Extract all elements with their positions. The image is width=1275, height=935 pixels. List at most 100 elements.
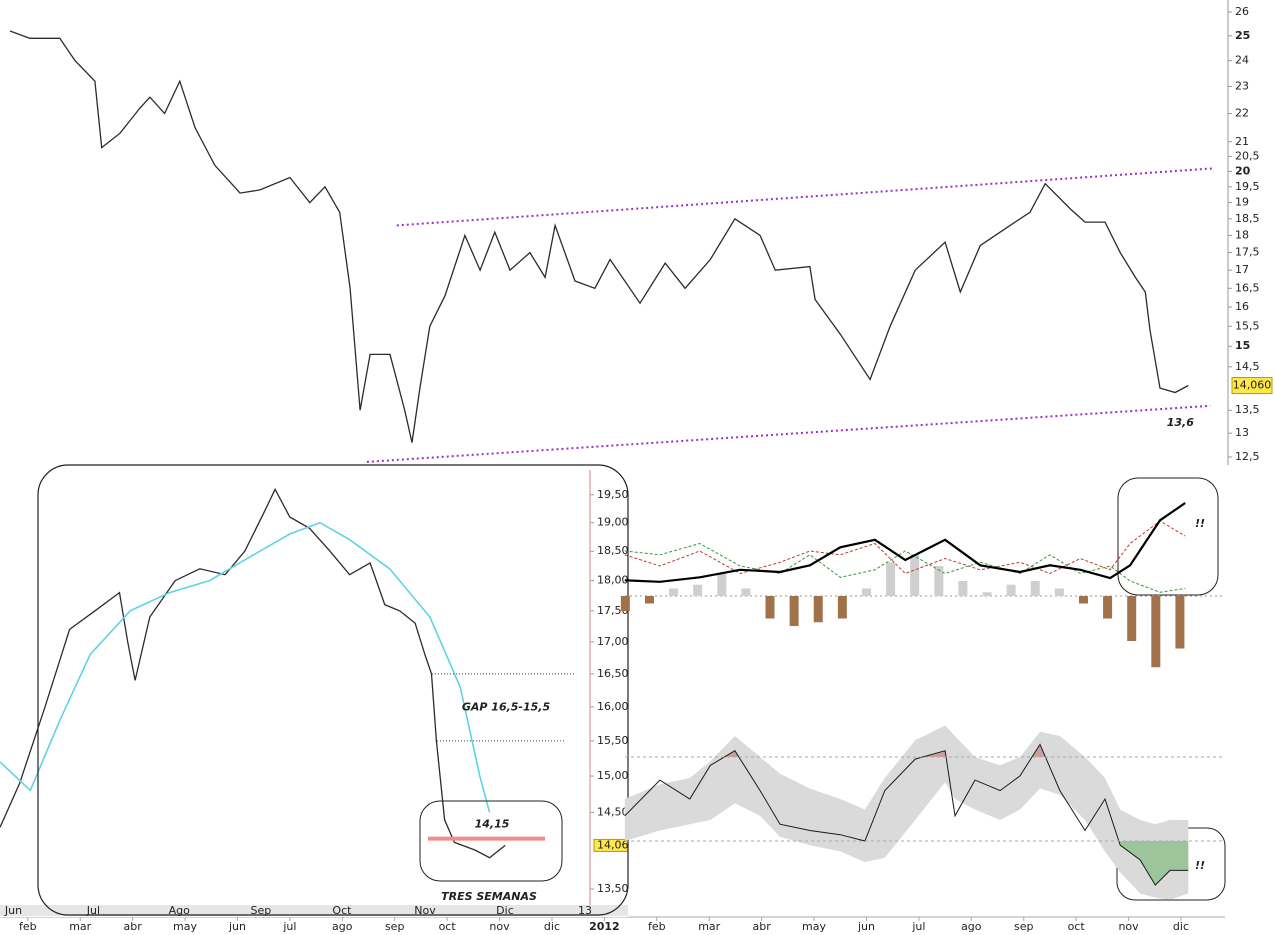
x-tick-label: mar (698, 920, 720, 933)
inset-chart: 19,50 19,00 18,50 18,00 17,50 17,00 16,50 16,00… (0, 462, 629, 917)
y-tick-label: 20 (1235, 164, 1251, 177)
x-tick-label: feb (648, 920, 666, 933)
inset-x-tick-label: Oct (332, 904, 352, 917)
x-tick-label: oct (439, 920, 457, 933)
y-tick-label: 18,5 (1235, 212, 1260, 225)
histogram-bar (958, 581, 968, 596)
inset-y-tick-label: 16,00 (597, 700, 629, 713)
x-tick-label: jul (911, 920, 925, 933)
histogram-bar (693, 584, 703, 596)
y-tick-label: 23 (1235, 79, 1249, 92)
x-tick-label: nov (1118, 920, 1139, 933)
x-tick-label: jul (282, 920, 296, 933)
support-label: 14,15 (475, 818, 510, 831)
x-tick-label: abr (123, 920, 142, 933)
histogram-bar (837, 596, 847, 619)
y-tick-label: 17 (1235, 263, 1249, 276)
y-tick-label: 19 (1235, 196, 1249, 209)
inset-y-tick-label: 15,50 (597, 734, 629, 747)
y-tick-label: 22 (1235, 107, 1249, 120)
inset-frame (37, 464, 629, 916)
histogram-bar (789, 596, 799, 626)
x-tick-label: dic (1173, 920, 1189, 933)
x-tick-label: sep (1014, 920, 1033, 933)
histogram-bar (910, 554, 920, 596)
y-tick-label: 25 (1235, 29, 1250, 42)
gap-label: GAP 16,5-15,5 (462, 700, 551, 713)
inset-y-tick-label: 19,50 (597, 488, 629, 501)
x-tick-label: 2012 (589, 920, 620, 933)
annotation: !! (1195, 859, 1205, 872)
histogram-bar (620, 596, 630, 611)
price-tag (1231, 377, 1273, 395)
x-tick-label: jun (857, 920, 875, 933)
y-tick-label: 16 (1235, 300, 1249, 313)
inset-y-tick-label: 15,00 (597, 769, 629, 782)
x-tick-label: nov (489, 920, 510, 933)
x-tick-label: may (802, 920, 826, 933)
inset-x-tick-label: Ago (169, 904, 191, 917)
inset-x-tick-label: Jun (4, 904, 22, 917)
oscillator-line (624, 502, 1186, 583)
inset-x-axis (0, 905, 628, 916)
x-tick-label: oct (1068, 920, 1086, 933)
inset-x-tick-label: Jul (86, 904, 100, 917)
inset-line (0, 521, 491, 813)
y-tick-label: 24 (1235, 54, 1249, 67)
oscillator-line (624, 520, 1186, 575)
inset-y-tick-label: 17,00 (597, 635, 629, 648)
inset-y-tick-label: 17,50 (597, 604, 629, 617)
histogram-bar (1103, 596, 1113, 619)
trendline (396, 167, 1213, 227)
y-tick-label: 13 (1235, 426, 1249, 439)
x-tick-label: jun (228, 920, 246, 933)
y-tick-label: 19,5 (1235, 180, 1260, 193)
y-tick-label: 13,5 (1235, 403, 1260, 416)
inset-y-tick-label: 18,00 (597, 574, 629, 587)
band (624, 725, 1189, 900)
inset-x-tick-label: Nov (414, 904, 436, 917)
y-tick-label: 14,5 (1235, 360, 1260, 373)
y-tick-label: 26 (1235, 5, 1249, 18)
histogram-bar (741, 588, 751, 596)
x-tick-label: sep (385, 920, 404, 933)
histogram-bar (717, 573, 727, 596)
inset-y-tick-label: 19,00 (597, 516, 629, 529)
x-tick-label: ago (332, 920, 353, 933)
trendline-label: 13,6 (1167, 416, 1194, 429)
y-tick-label: 12,5 (1235, 450, 1260, 463)
histogram-bar (934, 566, 944, 596)
x-tick-label: ago (961, 920, 982, 933)
histogram-bar (1054, 588, 1064, 596)
histogram-bar (861, 588, 871, 596)
annotation: !! (1195, 517, 1205, 530)
inset-y-tick-label: 14,50 (597, 805, 629, 818)
histogram-bar (1030, 581, 1040, 596)
histogram-bar (982, 592, 992, 596)
x-tick-label: dic (544, 920, 560, 933)
histogram-bar (669, 588, 679, 596)
y-tick-label: 15,5 (1235, 319, 1260, 332)
inset-background (0, 462, 628, 917)
histogram-bar (1175, 596, 1185, 649)
x-tick-label: mar (69, 920, 91, 933)
inset-price-tag (593, 838, 628, 852)
histogram-bar (765, 596, 775, 619)
x-tick-label: feb (19, 920, 37, 933)
x-tick-label: abr (753, 920, 772, 933)
x-tick-label: may (173, 920, 197, 933)
inset-price-tag-label: 14,06 (597, 838, 629, 851)
low-fill (624, 841, 1189, 886)
histogram-bar (644, 596, 654, 604)
y-tick-label: 16,5 (1235, 281, 1260, 294)
histogram-bar (1127, 596, 1137, 641)
trendline (366, 404, 1211, 463)
histogram-bar (886, 562, 896, 596)
inset-y-tick-label: 16,50 (597, 667, 629, 680)
inset-y-tick-label: 18,50 (597, 544, 629, 557)
inset-y-tick-label: 13,50 (597, 882, 629, 895)
y-tick-label: 21 (1235, 135, 1249, 148)
highlight-box (419, 800, 563, 882)
histogram-bar (1006, 584, 1016, 596)
